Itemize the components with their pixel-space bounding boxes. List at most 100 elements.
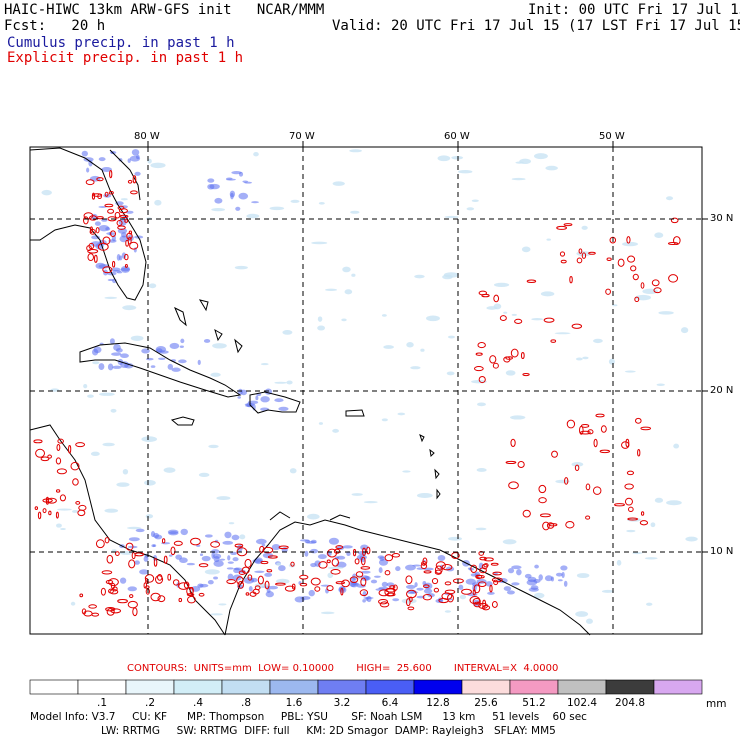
light-cumulus-cell [87,394,94,398]
light-cumulus-cell [275,578,290,584]
cumulus-cell [134,171,141,176]
explicit-contour [571,323,583,329]
explicit-contour [56,468,68,475]
explicit-contour [581,252,587,259]
explicit-contour [274,582,286,586]
explicit-contour [627,506,634,512]
explicit-contour [260,560,269,565]
explicit-contour [349,576,359,584]
cumulus-cell [414,582,418,588]
cumulus-cell [409,591,419,594]
cumulus-cell [251,201,260,204]
light-cumulus-cell [585,618,593,624]
light-cumulus-cell [57,508,72,511]
explicit-contour [391,553,401,558]
light-cumulus-cell [104,508,119,513]
explicit-contour [161,538,166,544]
light-cumulus-cell [471,199,479,202]
light-cumulus-cell [216,496,231,501]
cumulus-cell [378,567,383,574]
explicit-contour [111,260,116,268]
explicit-contour [155,575,164,584]
light-cumulus-cell [341,318,347,322]
explicit-contour [360,566,371,570]
light-cumulus-cell [414,274,425,279]
explicit-contour [167,573,172,581]
light-cumulus-cell [320,611,335,615]
light-cumulus-cell [581,225,588,230]
colorbar-swatch [29,679,79,695]
explicit-contour [249,591,257,597]
light-cumulus-cell [228,522,235,525]
explicit-contour [128,230,133,235]
light-cumulus-cell [363,501,378,504]
light-cumulus-cell [332,428,339,433]
explicit-contour [110,608,122,614]
explicit-contour [354,558,360,565]
explicit-contour [104,191,109,197]
light-cumulus-cell [571,462,584,467]
explicit-contour [33,439,43,444]
explicit-contour [88,215,98,221]
colorbar-threshold-label: 1.6 [285,697,303,709]
explicit-contour [330,569,341,575]
explicit-contour [600,425,607,433]
explicit-contour [566,419,576,429]
model-info-line1: Model Info: V3.7 CU: KF MP: Thompson PBL… [30,711,587,723]
lat-lon-gridlines [30,147,702,634]
cumulus-cell [224,531,232,539]
cumulus-cell [199,583,209,588]
cumulus-cell [356,584,366,588]
cumulus-cell [310,539,317,544]
light-cumulus-cell [444,610,452,613]
light-cumulus-cell [555,479,570,484]
cumulus-cell [135,528,145,533]
cumulus-cell [175,554,183,560]
legend-cumulus: Cumulus precip. in past 1 h [7,35,235,51]
explicit-contour [48,510,52,516]
cumulus-cell [124,363,134,369]
explicit-contour [605,288,611,295]
explicit-contour [627,517,639,521]
explicit-contour [95,539,105,549]
cumulus-cell [254,570,265,573]
explicit-contour [186,593,195,597]
cumulus-cell [127,586,137,592]
explicit-contour [520,351,525,360]
explicit-contour [124,253,129,261]
cumulus-cell [169,342,180,350]
explicit-contour [576,257,583,264]
light-cumulus-cell [317,325,326,331]
explicit-contour [542,521,550,531]
explicit-contour [117,225,126,230]
explicit-contour [551,450,558,458]
explicit-contour [106,608,115,616]
light-cumulus-cell [406,342,414,348]
colorbar-swatch [317,679,367,695]
explicit-contour [157,574,163,581]
light-cumulus-cell [327,572,334,579]
explicit-contour [670,217,679,224]
cumulus-cell [300,596,311,600]
colorbar-swatch [365,679,415,695]
explicit-contour [599,449,611,454]
explicit-contour [55,489,61,493]
cumulus-cell [511,565,522,570]
light-cumulus-cell [511,177,526,181]
light-cumulus-cell [92,361,100,365]
colorbar-swatch [605,679,655,695]
explicit-contour [326,559,331,564]
explicit-contour [262,546,274,554]
explicit-contour [333,548,341,554]
explicit-contour [490,562,499,566]
explicit-contour [87,253,95,262]
explicit-contour [640,426,652,431]
cumulus-cell [207,580,214,585]
cumulus-cell [178,359,187,364]
explicit-contour [522,372,530,377]
explicit-contour [234,543,244,548]
light-cumulus-cell [451,156,464,160]
light-cumulus-cell [150,162,166,169]
cumulus-cell [381,581,388,588]
explicit-contour [118,208,128,214]
